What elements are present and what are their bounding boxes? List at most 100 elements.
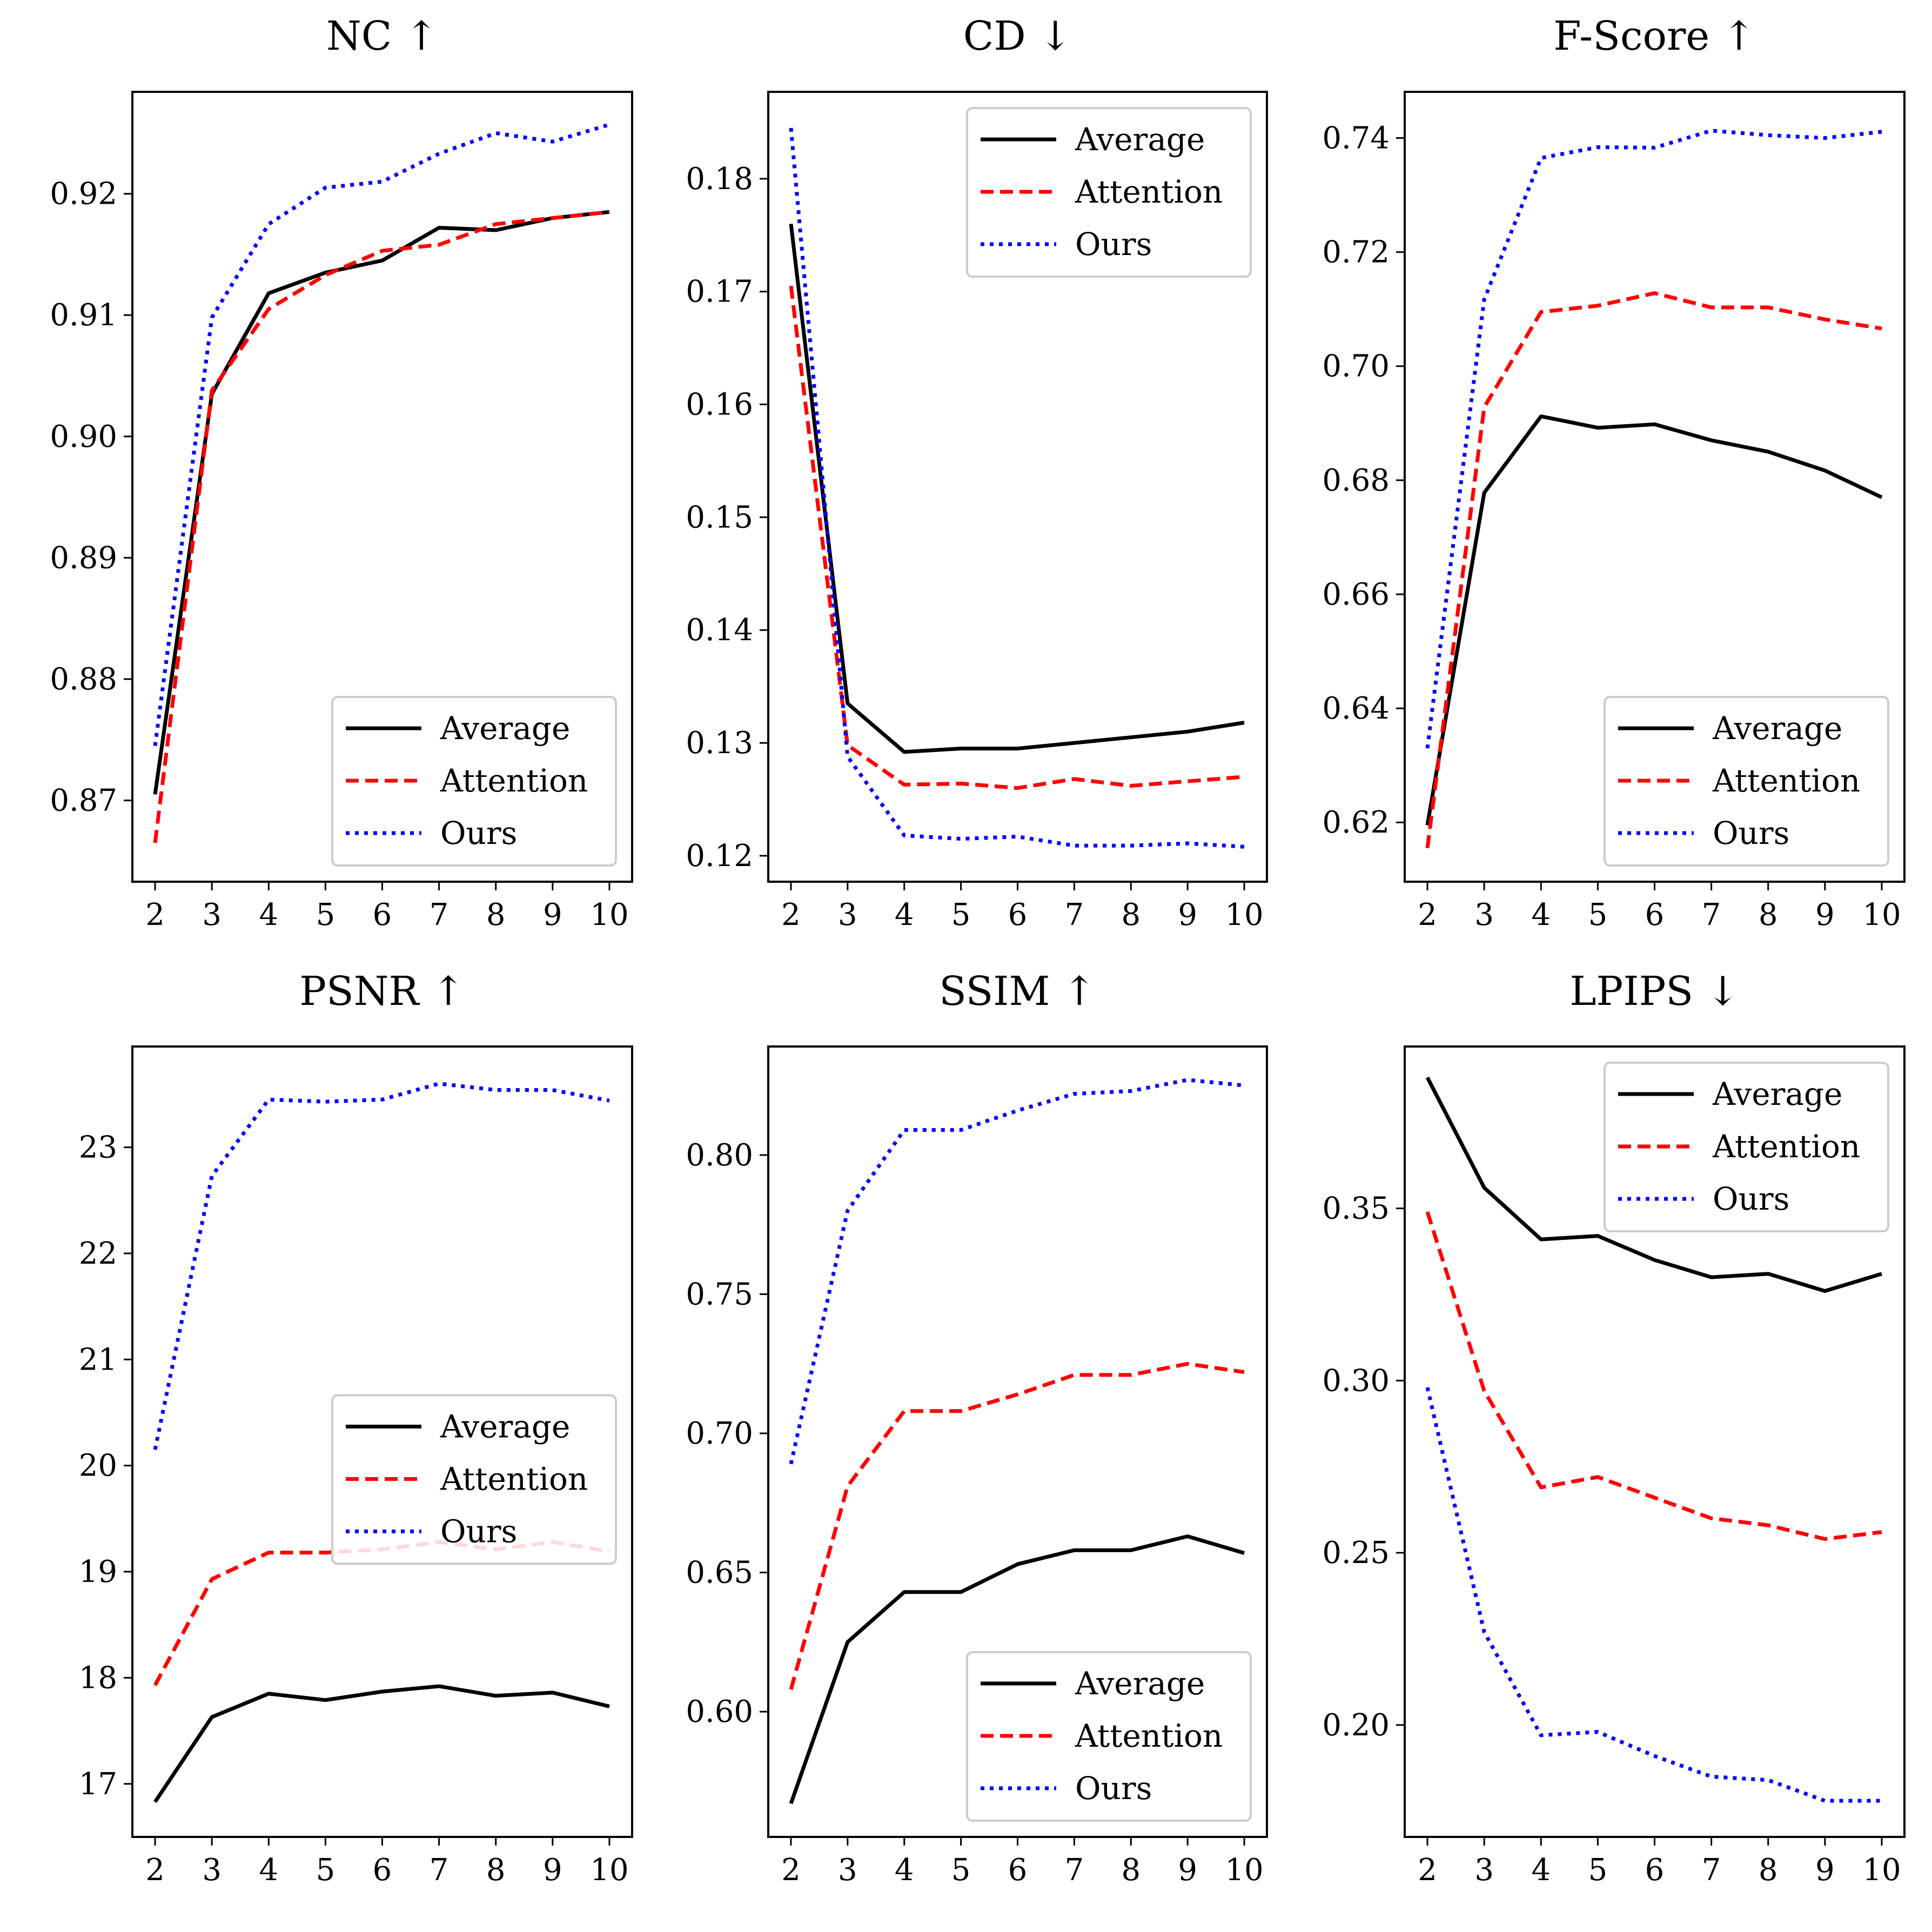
legend-label-attention: Attention: [1075, 1718, 1223, 1754]
legend-label-attention: Attention: [440, 762, 588, 799]
x-tick-label: 8: [1121, 897, 1141, 933]
chart-title: F-Score ↑: [1553, 13, 1755, 59]
legend-label-ours: Ours: [1075, 226, 1152, 263]
chart-panel-4: SSIM ↑ 2 3 4 5 6 7 8 9 10 0.60 0.65 0.70 0.75 0.80 Aver…: [686, 968, 1268, 1888]
y-tick-label: 0.65: [686, 1555, 753, 1591]
x-tick-label: 10: [590, 897, 628, 933]
y-tick-label: 22: [79, 1236, 117, 1271]
y-tick-label: 20: [79, 1448, 117, 1484]
x-tick-label: 10: [1862, 897, 1901, 933]
chart-panel-1: CD ↓ 2 3 4 5 6 7 8 9 10 0.12 0.13 0.14 0.15 0.16 0.17 0.…: [686, 13, 1268, 933]
y-tick-label: 0.14: [686, 613, 753, 648]
series-line-average: [1425, 1076, 1883, 1293]
y-tick-label: 0.91: [50, 298, 117, 333]
x-tick-label: 6: [373, 897, 392, 933]
series-line-attention: [1425, 291, 1882, 849]
series-line-average: [1425, 414, 1883, 826]
y-tick-label: 0.64: [1322, 691, 1390, 726]
x-tick-label: 3: [202, 897, 222, 933]
x-tick-label: 3: [838, 897, 857, 933]
x-tick-label: 7: [1702, 897, 1721, 933]
series-line-attention: [789, 1361, 1245, 1690]
legend-1: Average Attention Ours: [966, 107, 1252, 278]
x-tick-label: 4: [259, 897, 278, 933]
axes-frame: [767, 91, 1268, 883]
chart-title: PSNR ↑: [299, 968, 465, 1015]
legend-3: Average Attention Ours: [331, 1394, 617, 1565]
axes-frame: [767, 1045, 1268, 1838]
y-tick-label: 0.89: [50, 540, 117, 575]
y-tick-label: 0.90: [50, 419, 117, 454]
x-tick-label: 7: [1702, 1853, 1721, 1888]
y-tick-label: 0.60: [686, 1694, 753, 1729]
x-tick-label: 2: [781, 897, 801, 933]
x-tick-label: 7: [1065, 897, 1084, 933]
x-tick-label: 6: [373, 1853, 392, 1888]
series-line-average: [153, 1684, 610, 1803]
x-tick-label: 6: [1645, 897, 1665, 933]
y-tick-label: 0.68: [1322, 463, 1390, 498]
series-line-average: [789, 223, 1245, 754]
x-tick-label: 9: [543, 897, 562, 933]
y-tick-label: 0.80: [686, 1138, 753, 1173]
y-tick-label: 0.72: [1322, 235, 1390, 270]
x-tick-label: 3: [1474, 1853, 1494, 1888]
y-tick-label: 0.20: [1322, 1708, 1390, 1743]
series-line-attention: [1425, 1211, 1882, 1541]
x-tick-label: 6: [1008, 1853, 1028, 1888]
legend-label-average: Average: [1075, 1665, 1205, 1702]
x-tick-label: 4: [1531, 897, 1551, 933]
axes-frame: [131, 91, 633, 883]
x-tick-label: 5: [951, 1853, 971, 1888]
x-tick-label: 8: [1759, 1853, 1778, 1888]
x-tick-label: 5: [1588, 897, 1608, 933]
legend-4: Average Attention Ours: [966, 1651, 1252, 1822]
x-tick-label: 2: [145, 897, 165, 933]
x-tick-label: 10: [1225, 897, 1263, 933]
chart-panel-2: F-Score ↑ 2 3 4 5 6 7 8 9 10 0.62 0.64 0.66 0.68 0.70 0…: [1322, 13, 1906, 933]
x-tick-label: 4: [1531, 1853, 1551, 1888]
x-tick-label: 9: [543, 1853, 562, 1888]
legend-label-ours: Ours: [440, 815, 517, 851]
y-tick-label: 23: [79, 1130, 117, 1165]
legend-label-ours: Ours: [1713, 815, 1789, 851]
x-tick-label: 4: [895, 897, 914, 933]
x-tick-label: 10: [1862, 1853, 1901, 1888]
legend-5: Average Attention Ours: [1604, 1062, 1889, 1232]
legend-frame: [331, 1394, 617, 1565]
x-tick-label: 9: [1178, 897, 1197, 933]
y-tick-label: 0.88: [50, 662, 117, 697]
legend-label-attention: Attention: [440, 1461, 588, 1498]
x-tick-label: 9: [1178, 1853, 1197, 1888]
legend-frame: [1604, 1062, 1889, 1232]
x-tick-label: 8: [486, 897, 506, 933]
legend-label-ours: Ours: [1075, 1770, 1152, 1807]
y-tick-label: 0.18: [686, 162, 753, 197]
y-tick-label: 0.16: [686, 387, 753, 422]
x-tick-label: 7: [430, 1853, 449, 1888]
legend-label-average: Average: [440, 1408, 570, 1445]
x-tick-label: 4: [895, 1853, 914, 1888]
legend-label-average: Average: [1075, 121, 1205, 158]
legend-2: Average Attention Ours: [1604, 696, 1889, 867]
x-tick-label: 3: [838, 1853, 857, 1888]
y-tick-label: 0.87: [50, 783, 117, 819]
chart-title: CD ↓: [963, 13, 1072, 59]
axes-frame: [1404, 91, 1906, 883]
y-tick-label: 0.12: [686, 838, 753, 874]
legend-label-ours: Ours: [440, 1513, 517, 1550]
y-tick-label: 0.62: [1322, 805, 1390, 840]
y-tick-label: 0.15: [686, 500, 753, 535]
y-tick-label: 0.17: [686, 274, 753, 310]
y-tick-label: 0.70: [686, 1416, 753, 1451]
x-tick-label: 2: [1418, 897, 1437, 933]
legend-label-ours: Ours: [1713, 1180, 1789, 1217]
x-tick-label: 9: [1815, 897, 1835, 933]
y-tick-label: 0.75: [686, 1277, 753, 1312]
x-tick-label: 5: [1588, 1853, 1608, 1888]
legend-frame: [1604, 696, 1889, 867]
x-tick-label: 6: [1008, 897, 1028, 933]
x-tick-label: 3: [202, 1853, 222, 1888]
y-tick-label: 0.35: [1322, 1191, 1390, 1226]
